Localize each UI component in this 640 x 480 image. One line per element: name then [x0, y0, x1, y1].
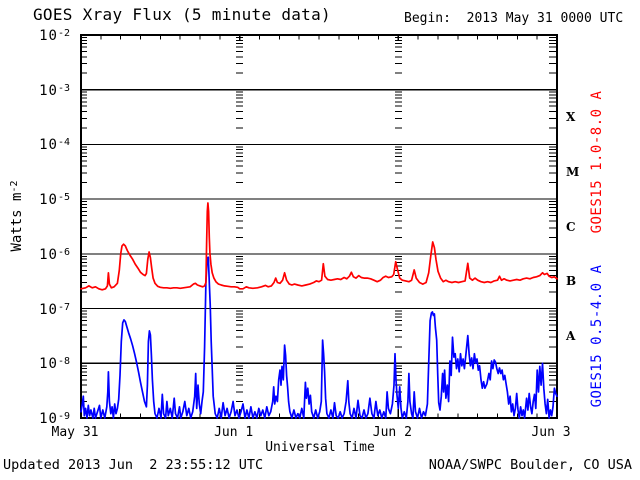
page-title: GOES Xray Flux (5 minute data) [33, 5, 331, 24]
long-band-curve [80, 202, 558, 291]
class-letter-A: A [566, 328, 576, 343]
begin-timestamp: Begin: 2013 May 31 0000 UTC [404, 11, 624, 26]
footer-source: NOAA/SWPC Boulder, CO USA [428, 457, 632, 473]
y-tick-label: 10-4 [39, 137, 70, 154]
class-letter-B: B [566, 274, 577, 289]
x-tick-label: Jun 2 [372, 425, 412, 440]
series-label-short-band: GOES15 0.5-4.0 A [589, 264, 605, 408]
short-band-curve [80, 256, 558, 419]
y-tick-label: 10-6 [39, 246, 70, 263]
x-tick-label: Jun 1 [214, 425, 254, 440]
class-letter-X: X [566, 110, 576, 125]
class-letter-M: M [566, 164, 580, 179]
y-tick-label: 10-9 [39, 411, 70, 427]
y-tick-label: 10-3 [39, 82, 70, 99]
footer-updated: Updated 2013 Jun 2 23:55:12 UTC [3, 457, 264, 473]
y-tick-label: 10-5 [39, 192, 70, 209]
x-axis-title: Universal Time [265, 440, 375, 455]
x-tick-label: May 31 [51, 425, 99, 440]
series-label-long-band: GOES15 1.0-8.0 A [589, 90, 605, 234]
class-letter-C: C [566, 219, 576, 234]
y-tick-label: 10-2 [39, 28, 70, 44]
x-tick-label: Jun 3 [531, 425, 571, 440]
y-tick-label: 10-8 [39, 356, 70, 373]
y-tick-label: 10-7 [39, 301, 70, 318]
